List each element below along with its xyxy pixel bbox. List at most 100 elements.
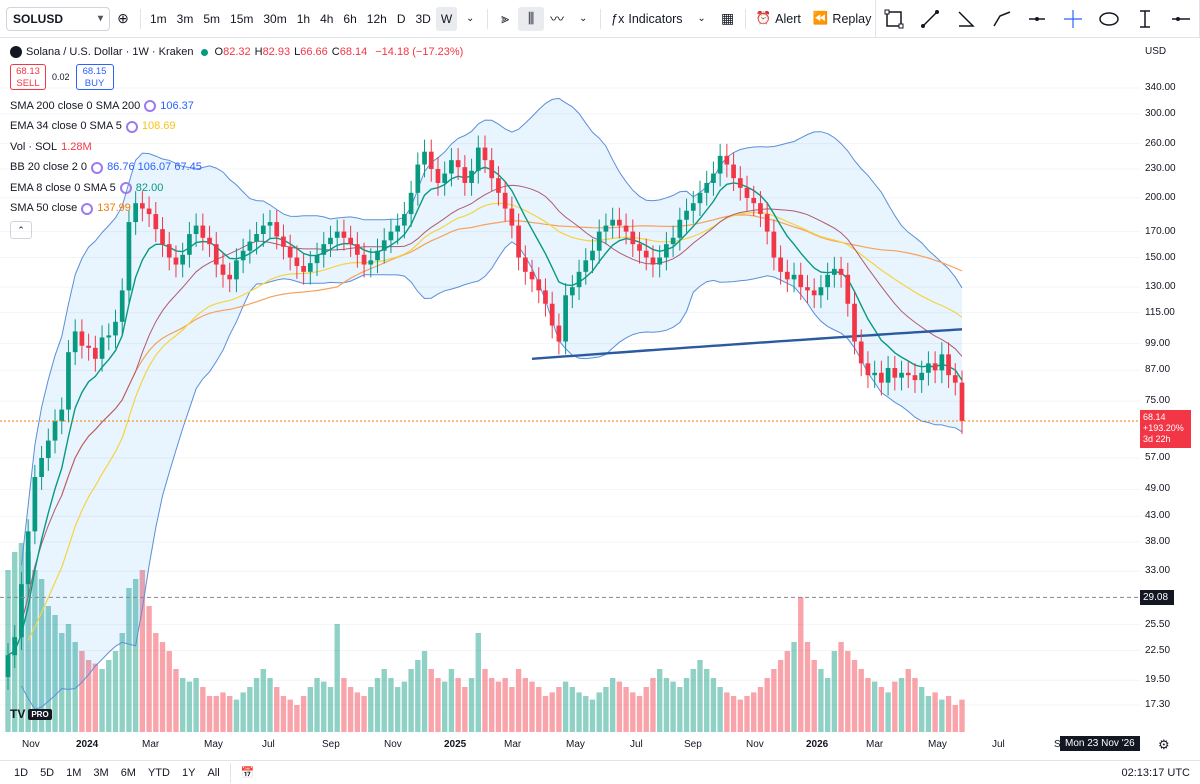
horizontal-ray-tool-icon[interactable]	[1026, 8, 1048, 30]
timeframe-3D[interactable]: 3D	[415, 11, 431, 26]
candlestick-icon[interactable]: ⫼	[518, 6, 545, 31]
compare-plus-icon[interactable]: ⊕	[117, 10, 129, 26]
time-axis[interactable]: Nov 2024 Mar May Jul Sep Nov 2025 Mar May Jul Sep No…	[0, 734, 1140, 754]
line-chart-icon[interactable]: 〰	[550, 10, 565, 27]
replay-button[interactable]: ⏪ Replay	[807, 11, 878, 26]
horizontal-line-tool-icon[interactable]	[1170, 8, 1192, 30]
indicator-settings-icon[interactable]	[125, 120, 138, 133]
timeframe-3m[interactable]: 3m	[176, 11, 194, 26]
candle	[805, 275, 810, 304]
volume-bar	[623, 687, 629, 732]
bar-chart-icon[interactable]: ⫸	[501, 10, 510, 26]
volume-bar	[321, 681, 327, 732]
alert-label: Alert	[775, 11, 801, 26]
timeframe-4h[interactable]: 4h	[320, 11, 334, 26]
timeframe-12h[interactable]: 12h	[366, 11, 387, 26]
candle	[596, 219, 602, 264]
range-ytd[interactable]: YTD	[147, 766, 170, 779]
volume-bar	[200, 687, 206, 732]
utc-clock[interactable]: 02:13:17 UTC	[1121, 767, 1190, 779]
candle	[72, 319, 78, 365]
candle	[301, 253, 306, 285]
alert-button[interactable]: ⏰ Alert	[750, 11, 807, 26]
indicator-settings-icon[interactable]	[119, 182, 132, 195]
chevron-down-icon[interactable]: ⌄	[697, 13, 706, 24]
indicator-settings-icon[interactable]	[144, 100, 157, 113]
ellipse-tool-icon[interactable]	[1098, 8, 1120, 30]
trend-line-tool-icon[interactable]	[919, 8, 941, 30]
timeframe-1h[interactable]: 1h	[296, 11, 311, 26]
price-chart[interactable]	[0, 38, 1140, 734]
volume-bar	[334, 624, 340, 732]
tradingview-logo[interactable]: TV PRO	[10, 705, 70, 723]
volume-bar	[704, 669, 710, 732]
chevron-down-icon[interactable]: ⌄	[578, 13, 588, 24]
crosshair-tool-icon[interactable]	[1062, 8, 1084, 30]
chart-legend: Solana / U.S. Dollar · 1W · Kraken O82.3…	[10, 44, 463, 239]
candle	[227, 262, 233, 293]
path-tool-icon[interactable]	[991, 8, 1013, 30]
text-cursor-tool-icon[interactable]	[1134, 8, 1156, 30]
timeframe-D[interactable]: D	[396, 11, 406, 26]
symbol-search[interactable]: SOLUSD ▾	[6, 6, 110, 31]
candle	[375, 238, 380, 274]
volume-bar	[939, 699, 945, 732]
volume-bar	[730, 696, 737, 732]
candle	[677, 207, 683, 251]
chevron-down-icon[interactable]: ⌄	[465, 13, 475, 24]
timeframe-30m[interactable]: 30m	[263, 11, 287, 26]
range-1m[interactable]: 1M	[66, 766, 82, 779]
range-5d[interactable]: 5D	[40, 766, 55, 779]
range-3m[interactable]: 3M	[93, 766, 109, 779]
range-all[interactable]: All	[207, 766, 220, 779]
timeframe-5m[interactable]: 5m	[203, 11, 221, 26]
rectangle-tool-icon[interactable]	[883, 8, 905, 30]
volume-bar	[737, 699, 743, 732]
collapse-legend-button[interactable]: ⌃	[10, 221, 32, 239]
volume-bar	[502, 678, 508, 732]
symbol-dropdown-icon[interactable]: ▾	[97, 13, 103, 24]
indicator-row[interactable]: BB 20 close 2 0 86.76 106.07 67.45	[10, 158, 463, 179]
volume-bar	[193, 678, 199, 732]
indicator-row[interactable]: EMA 8 close 0 SMA 5 82.00	[10, 178, 463, 199]
timeframe-1m[interactable]: 1m	[150, 11, 167, 26]
volume-bar	[99, 669, 105, 732]
triangle-tool-icon[interactable]	[955, 8, 977, 30]
range-6m[interactable]: 6M	[120, 766, 136, 779]
range-1y[interactable]: 1Y	[181, 766, 196, 779]
volume-bar	[455, 678, 461, 732]
candle	[879, 360, 884, 396]
volume-bar	[179, 678, 186, 732]
timeframe-W[interactable]: W	[435, 6, 458, 31]
indicator-row[interactable]: SMA 200 close 0 SMA 200 106.37	[10, 96, 463, 117]
volume-bar	[509, 687, 515, 732]
volume-bar	[32, 570, 38, 732]
currency-label[interactable]: USD	[1145, 46, 1167, 57]
settings-gear-icon[interactable]: ⚙	[1158, 737, 1170, 752]
sell-button[interactable]: 68.13 SELL	[10, 64, 46, 90]
candle	[220, 252, 226, 288]
price-tick-label: 340.00	[1145, 82, 1176, 93]
candle	[502, 180, 508, 222]
candle	[946, 342, 951, 389]
candle	[569, 275, 575, 309]
timeframe-15m[interactable]: 15m	[230, 11, 254, 26]
candle	[744, 175, 750, 211]
candle	[489, 148, 495, 192]
timeframe-6h[interactable]: 6h	[343, 11, 357, 26]
price-axis[interactable]: USD 340.00 300.00 260.00 230.00 200.00 170.00…	[1140, 38, 1200, 734]
candle	[59, 397, 65, 435]
indicator-settings-icon[interactable]	[81, 202, 94, 215]
candle	[617, 207, 622, 239]
layouts-grid-icon[interactable]: ▦	[720, 10, 735, 26]
price-tick-label: 43.00	[1145, 510, 1171, 522]
market-open-icon	[200, 48, 208, 56]
indicator-row[interactable]: EMA 34 close 0 SMA 5 108.69	[10, 117, 463, 138]
buy-button[interactable]: 68.15 BUY	[75, 64, 114, 90]
indicator-row[interactable]: SMA 50 close 137.99	[10, 199, 463, 220]
indicator-row[interactable]: Vol · SOL 1.28M	[10, 137, 463, 158]
range-1d[interactable]: 1D	[14, 766, 29, 779]
indicators-button[interactable]: ƒx Indicators	[605, 12, 688, 26]
calendar-goto-icon[interactable]: 📅	[240, 767, 255, 779]
indicator-settings-icon[interactable]	[91, 161, 104, 174]
